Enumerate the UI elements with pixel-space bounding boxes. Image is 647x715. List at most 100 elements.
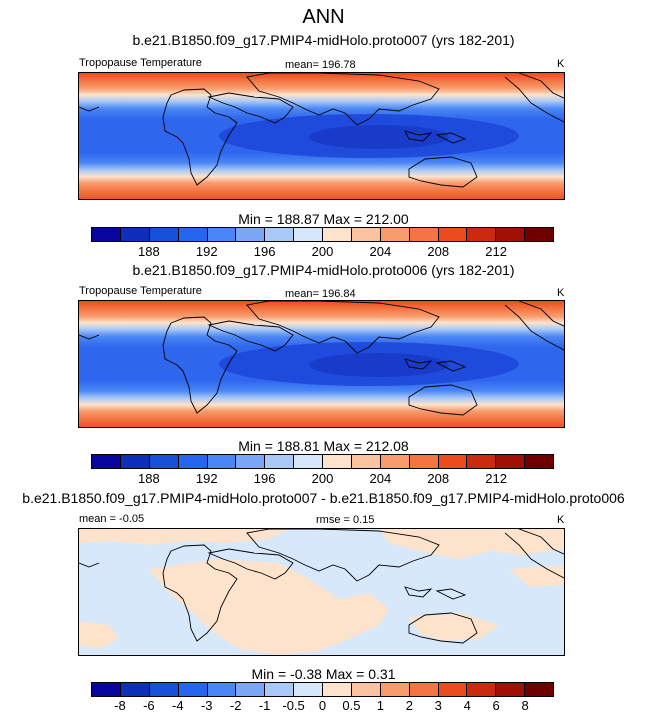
colorbar-tick-label: -6: [143, 698, 155, 713]
colorbar-tick-label: 0.5: [342, 698, 361, 713]
colorbar-tick-label: 192: [195, 471, 218, 486]
colorbar-tick-label: 4: [463, 698, 471, 713]
colorbar-swatch: [496, 683, 526, 696]
colorbar-swatch: [120, 683, 150, 696]
panel-3-title: b.e21.B1850.f09_g17.PMIP4-midHolo.proto0…: [22, 490, 625, 506]
panel-2-field: [79, 301, 564, 427]
colorbar-tick-label: 1: [376, 698, 384, 713]
colorbar-tick-label: 3: [434, 698, 442, 713]
panel-1-minmax: Min = 188.87 Max = 212.00: [238, 211, 409, 227]
colorbar-tick-label: 204: [369, 244, 392, 259]
colorbar-tick-label: -8: [114, 698, 126, 713]
colorbar-swatch: [92, 455, 121, 468]
colorbar-swatch: [207, 228, 237, 241]
colorbar-swatch: [323, 455, 352, 468]
colorbar-swatch: [351, 455, 381, 468]
colorbar-swatch: [120, 455, 150, 468]
colorbar-swatch: [496, 455, 526, 468]
colorbar-swatch: [265, 455, 295, 468]
panel-1-variable-label: Tropopause Temperature: [79, 57, 202, 69]
colorbar-tick-label: 6: [492, 698, 500, 713]
panel-1-mean-label: mean= 196.78: [285, 59, 356, 71]
panel-3-colorbar: [91, 682, 554, 697]
panel-2-units: K: [557, 287, 565, 299]
colorbar-swatch: [149, 683, 179, 696]
colorbar-tick-label: 192: [195, 244, 218, 259]
panel-2-mean-label: mean= 196.84: [285, 288, 356, 300]
colorbar-swatch: [409, 455, 439, 468]
colorbar-tick-label: 196: [253, 244, 276, 259]
colorbar-tick-label: 2: [405, 698, 413, 713]
colorbar-swatch: [236, 455, 266, 468]
colorbar-tick-label: 200: [311, 244, 334, 259]
colorbar-swatch: [120, 228, 150, 241]
panel-2-map: [78, 300, 565, 428]
colorbar-swatch: [467, 228, 497, 241]
colorbar-swatch: [236, 683, 266, 696]
colorbar-tick-label: -0.5: [282, 698, 305, 713]
colorbar-swatch: [149, 228, 179, 241]
colorbar-tick-label: 212: [485, 471, 507, 486]
colorbar-swatch: [525, 455, 553, 468]
colorbar-swatch: [380, 228, 410, 241]
panel-1-colorbar: [91, 227, 554, 242]
panel-2-minmax: Min = 188.81 Max = 212.08: [238, 438, 409, 454]
colorbar-swatch: [351, 683, 381, 696]
colorbar-swatch: [265, 228, 295, 241]
colorbar-swatch: [178, 228, 208, 241]
colorbar-swatch: [294, 683, 323, 696]
colorbar-tick-label: 0: [318, 698, 327, 713]
panel-2-title: b.e21.B1850.f09_g17.PMIP4-midHolo.proto0…: [132, 262, 515, 278]
colorbar-swatch: [496, 228, 526, 241]
colorbar-tick-label: 8: [521, 698, 529, 713]
colorbar-swatch: [525, 683, 553, 696]
panel-2-variable-label: Tropopause Temperature: [79, 285, 202, 297]
panel-1-coastlines: [79, 73, 564, 188]
colorbar-tick-label: -3: [200, 698, 213, 713]
colorbar-swatch: [92, 228, 121, 241]
colorbar-tick-label: -1: [258, 698, 271, 713]
colorbar-swatch: [380, 683, 410, 696]
colorbar-swatch: [323, 683, 352, 696]
colorbar-swatch: [178, 683, 208, 696]
colorbar-swatch: [236, 228, 266, 241]
colorbar-swatch: [438, 683, 468, 696]
colorbar-swatch: [178, 455, 208, 468]
panel-1-map: [78, 72, 565, 200]
colorbar-swatch: [294, 455, 323, 468]
panel-3-map: [78, 528, 565, 656]
colorbar-tick-label: -4: [172, 698, 184, 713]
colorbar-swatch: [92, 683, 121, 696]
colorbar-tick-label: 204: [369, 471, 392, 486]
colorbar-tick-label: 200: [311, 471, 334, 486]
colorbar-swatch: [265, 683, 295, 696]
colorbar-swatch: [438, 455, 468, 468]
panel-3-coastlines: [79, 529, 564, 644]
colorbar-swatch: [294, 228, 323, 241]
colorbar-swatch: [409, 683, 439, 696]
colorbar-tick-label: 212: [485, 244, 507, 259]
colorbar-swatch: [149, 455, 179, 468]
colorbar-tick-label: 208: [427, 244, 450, 259]
panel-2-colorbar: [91, 454, 554, 469]
colorbar-swatch: [323, 228, 352, 241]
panel-3-rmse-label: rmse = 0.15: [316, 514, 375, 526]
figure-title: ANN: [302, 6, 345, 28]
panel-3-minmax: Min = -0.38 Max = 0.31: [251, 666, 396, 682]
colorbar-tick-label: 208: [427, 471, 450, 486]
colorbar-swatch: [438, 228, 468, 241]
colorbar-tick-label: 196: [253, 471, 276, 486]
colorbar-swatch: [207, 683, 237, 696]
panel-1-field: [79, 73, 564, 199]
panel-2-coastlines: [79, 301, 564, 416]
colorbar-swatch: [467, 683, 497, 696]
colorbar-tick-label: -2: [229, 698, 242, 713]
panel-3-mean-label: mean = -0.05: [79, 513, 145, 525]
colorbar-swatch: [467, 455, 497, 468]
colorbar-swatch: [207, 455, 237, 468]
panel-1-colorbar-ticks: 188 192 196 200 204 208 212: [91, 244, 554, 260]
panel-3-colorbar-ticks: -8 -6 -4 -3 -2 -1 -0.5 0 0.5 1 2 3 4 6 8: [91, 698, 554, 714]
colorbar-swatch: [409, 228, 439, 241]
colorbar-swatch: [380, 455, 410, 468]
panel-1-title: b.e21.B1850.f09_g17.PMIP4-midHolo.proto0…: [132, 32, 515, 48]
